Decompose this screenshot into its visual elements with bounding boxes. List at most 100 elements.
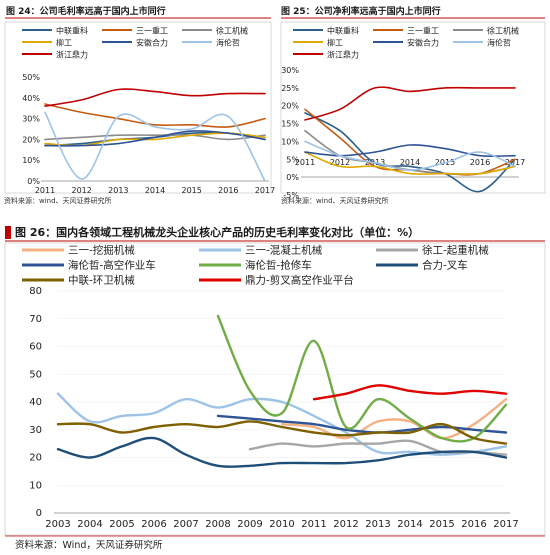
legend-label: 徐工-起重机械	[422, 244, 489, 257]
legend-label: 安徽合力	[407, 38, 439, 48]
series-line	[216, 414, 508, 434]
x-tick-label: 2011	[301, 519, 326, 530]
x-tick-label: 2014	[145, 186, 165, 195]
chart-title: 图 26：国内各领域工程机械龙头企业核心产品的历史毛利率变化对比（单位：%）	[15, 225, 419, 239]
legend-label: 柳工	[56, 38, 72, 48]
x-tick-label: 2017	[493, 519, 518, 530]
y-tick-label: 30	[29, 425, 42, 436]
x-tick-label: 2017	[255, 186, 275, 195]
y-tick-label: 10	[29, 480, 42, 491]
x-tick-label: 2015	[429, 519, 454, 530]
chart-title: 图 25：公司净利率远高于国内上市同行	[281, 5, 441, 17]
x-tick-label: 2011	[35, 186, 55, 195]
series-line	[304, 112, 516, 193]
x-tick-label: 2012	[330, 158, 350, 167]
legend-label: 徐工机械	[487, 26, 519, 36]
x-tick-label: 2007	[173, 519, 198, 530]
series-line	[56, 420, 508, 445]
x-tick-label: 2013	[365, 519, 390, 530]
title-marker	[5, 226, 11, 239]
x-tick-label: 2006	[141, 519, 166, 530]
y-tick-label: 50%	[22, 73, 40, 82]
x-tick-label: 2016	[461, 519, 486, 530]
x-tick-label: 2010	[269, 519, 294, 530]
x-tick-label: 2011	[295, 158, 315, 167]
x-tick-label: 2016	[218, 186, 238, 195]
series-line	[56, 392, 508, 456]
legend-label: 海伦哲	[216, 38, 240, 48]
source-note: 资料来源：wind、天风证券研究所	[281, 196, 389, 205]
y-tick-label: 50	[29, 369, 42, 380]
chart-frame	[4, 242, 546, 536]
y-tick-label: 15%	[281, 120, 299, 129]
series-line	[216, 314, 508, 443]
y-tick-label: 20%	[22, 135, 40, 144]
x-tick-label: 2015	[181, 186, 201, 195]
series-line	[44, 111, 266, 182]
source-note: 资料来源：Wind，天风证券研究所	[15, 539, 163, 551]
legend-label: 安徽合力	[136, 38, 168, 48]
series-line	[56, 436, 508, 468]
series-line	[304, 140, 516, 171]
legend-label: 浙江鼎力	[327, 50, 359, 60]
legend-label: 海伦哲-抢修车	[245, 259, 312, 272]
y-tick-label: 70	[29, 314, 42, 325]
y-tick-label: 5%	[286, 155, 299, 164]
x-tick-label: 2004	[77, 519, 102, 530]
y-tick-label: 25%	[281, 84, 299, 93]
y-tick-label: 0	[36, 508, 42, 519]
chart-frame	[4, 21, 272, 194]
legend-label: 三一-混凝土机械	[245, 244, 323, 257]
legend-label: 海伦哲	[487, 38, 511, 48]
y-tick-label: 10%	[281, 137, 299, 146]
y-tick-label: 80	[29, 286, 42, 297]
legend-label: 三一重工	[407, 26, 439, 36]
y-tick-label: 20	[29, 453, 42, 464]
series-line	[304, 151, 516, 175]
legend-label: 中联-环卫机械	[68, 274, 135, 287]
legend-label: 鼎力-剪叉高空作业平台	[245, 274, 354, 287]
legend-label: 柳工	[327, 38, 343, 48]
x-tick-label: 2009	[237, 519, 262, 530]
x-tick-label: 2016	[470, 158, 490, 167]
chart-title: 图 24：公司毛利率远高于国内上市同行	[6, 5, 166, 17]
legend-label: 三一-挖掘机械	[68, 244, 135, 257]
y-tick-label: 0%	[27, 177, 40, 186]
legend-label: 海伦哲-高空作业车	[68, 259, 156, 272]
legend-label: 徐工机械	[216, 26, 248, 36]
legend-label: 中联重科	[56, 26, 88, 36]
legend-label: 三一重工	[136, 26, 168, 36]
series-line	[44, 88, 266, 107]
x-tick-label: 2017	[505, 158, 525, 167]
y-tick-label: 30%	[281, 66, 299, 75]
source-note: 资料来源：wind、天风证券研究所	[4, 196, 112, 205]
x-tick-label: 2008	[205, 519, 230, 530]
series-line	[44, 134, 266, 141]
x-tick-label: 2013	[108, 186, 128, 195]
x-tick-label: 2005	[109, 519, 134, 530]
y-tick-label: 30%	[22, 115, 40, 124]
series-line	[312, 384, 508, 401]
y-tick-label: 60	[29, 342, 42, 353]
legend-label: 合力-叉车	[422, 259, 468, 272]
y-tick-label: 0%	[286, 173, 299, 182]
series-line	[280, 398, 508, 440]
chart-frame	[280, 21, 546, 194]
series-line	[44, 103, 266, 128]
x-tick-label: 2003	[45, 519, 70, 530]
x-tick-label: 2014	[400, 158, 420, 167]
legend-label: 中联重科	[327, 26, 359, 36]
y-tick-label: 40	[29, 397, 42, 408]
legend-label: 浙江鼎力	[56, 50, 88, 60]
y-tick-label: 10%	[22, 156, 40, 165]
series-line	[304, 86, 516, 121]
series-line	[44, 130, 266, 147]
y-tick-label: 40%	[22, 94, 40, 103]
x-tick-label: 2014	[397, 519, 422, 530]
x-tick-label: 2012	[333, 519, 358, 530]
chart-2: 图 26：国内各领域工程机械龙头企业核心产品的历史毛利率变化对比（单位：%） 三一…	[4, 225, 546, 551]
y-tick-label: -5%	[283, 191, 299, 200]
